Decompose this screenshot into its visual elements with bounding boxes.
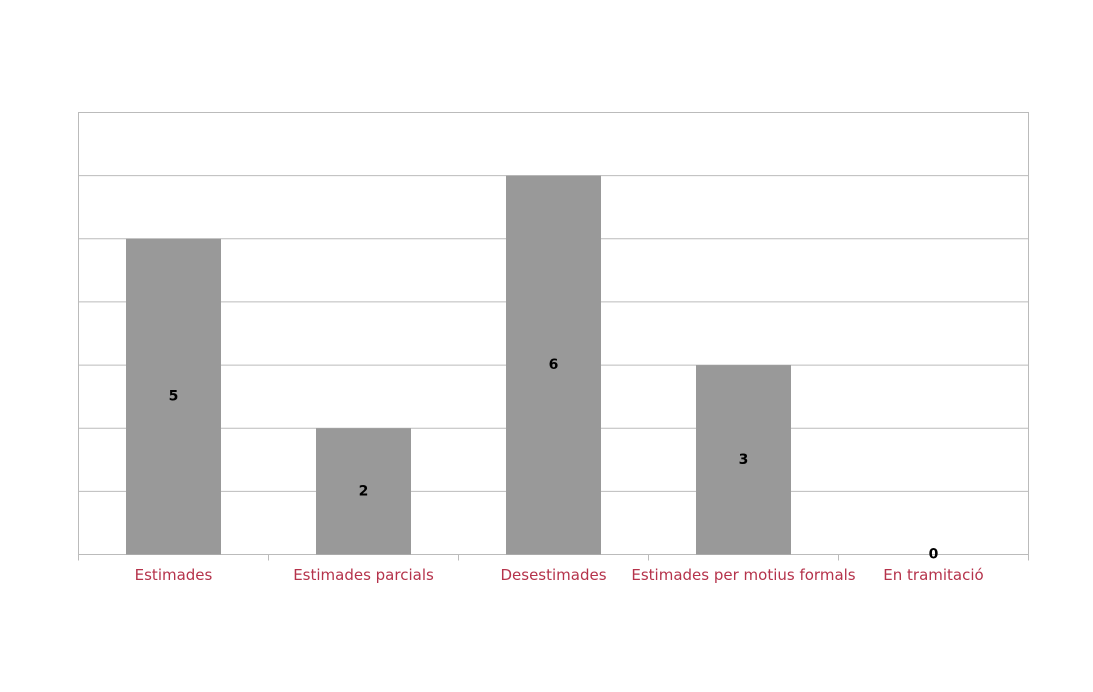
bar (126, 238, 221, 555)
value-label: 5 (169, 389, 179, 405)
x-tick-label: En tramitació (883, 566, 983, 584)
value-label: 2 (359, 483, 369, 499)
x-tick-label: Estimades parcials (293, 566, 434, 584)
value-label: 6 (549, 357, 559, 373)
bar (506, 175, 601, 555)
x-tick-label: Estimades (135, 566, 213, 584)
value-label: 0 (929, 547, 939, 563)
x-tick-label: Estimades per motius formals (631, 566, 855, 584)
x-tick-label: Desestimades (500, 566, 606, 584)
bar (696, 365, 791, 555)
bar (316, 428, 411, 555)
value-label: 3 (739, 452, 749, 468)
